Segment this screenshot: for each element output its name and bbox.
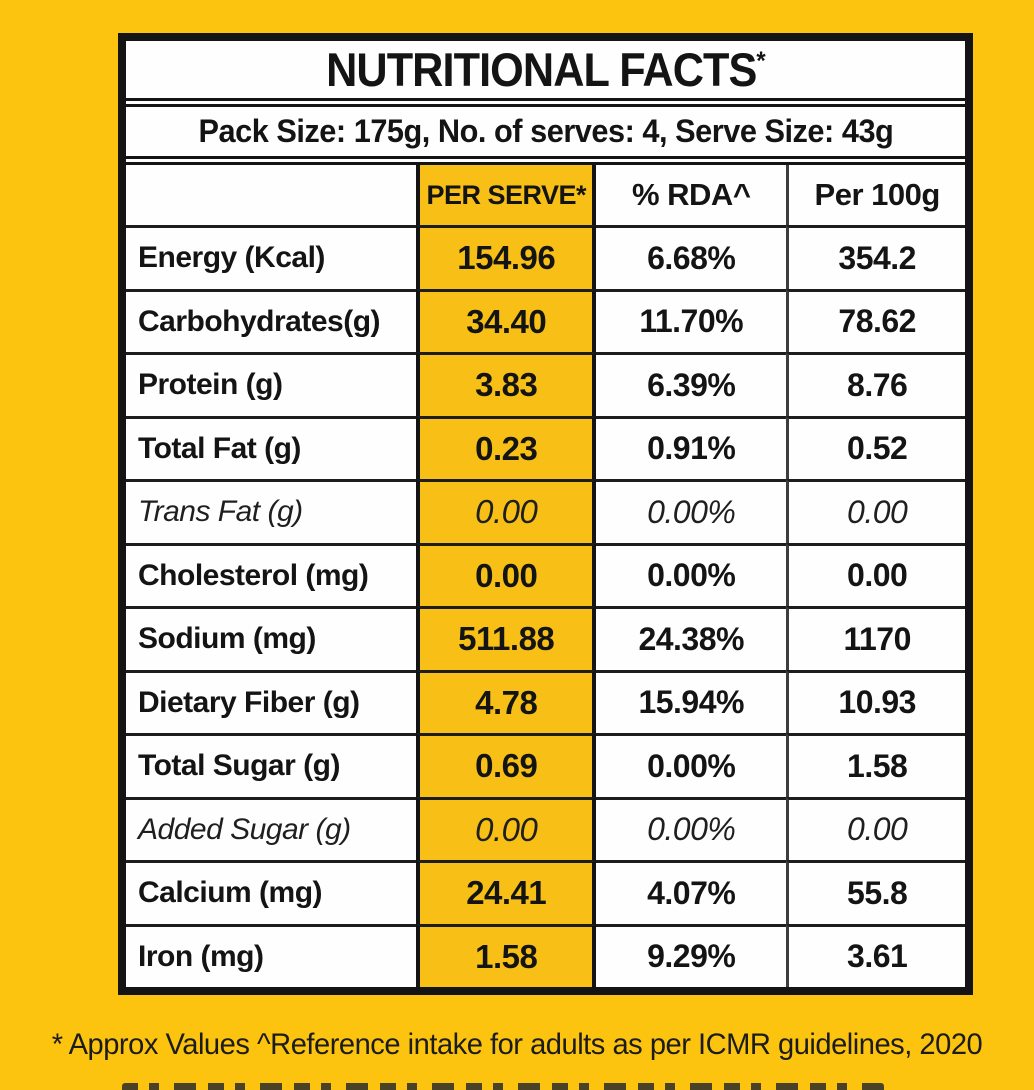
row-label: Dietary Fiber (g) xyxy=(126,669,417,734)
facts-grid: PER SERVE* % RDA^ Per 100g Energy (Kcal)… xyxy=(126,165,965,987)
panel-title-row: NUTRITIONAL FACTS* xyxy=(126,41,965,107)
row-label: Energy (Kcal) xyxy=(126,225,417,289)
per-serve-value: 34.40 xyxy=(416,288,597,352)
rda-value: 0.00% xyxy=(596,733,787,797)
col-header-blank xyxy=(126,165,416,225)
row-label: Total Fat (g) xyxy=(126,415,417,480)
nutrition-panel: NUTRITIONAL FACTS* Pack Size: 175g, No. … xyxy=(118,33,973,995)
row-label: Total Sugar (g) xyxy=(126,733,417,797)
per-100g-value: 0.00 xyxy=(786,479,965,543)
row-label: Carbohydrates(g) xyxy=(126,288,417,353)
per-serve-value: 24.41 xyxy=(416,860,597,924)
rda-value: 0.00% xyxy=(596,479,787,543)
pack-size-row: Pack Size: 175g, No. of serves: 4, Serve… xyxy=(126,107,965,165)
row-label: Iron (mg) xyxy=(126,923,417,988)
per-serve-value: 511.88 xyxy=(416,606,597,670)
per-serve-value: 154.96 xyxy=(416,225,597,289)
row-label: Sodium (mg) xyxy=(126,606,417,670)
pack-size-info: Pack Size: 175g, No. of serves: 4, Serve… xyxy=(198,113,893,149)
per-serve-value: 0.23 xyxy=(416,415,597,479)
per-serve-value: 0.00 xyxy=(416,796,597,860)
rda-value: 0.00% xyxy=(596,542,787,607)
rda-value: 11.70% xyxy=(596,288,787,353)
per-100g-value: 8.76 xyxy=(786,352,965,416)
title-asterisk: * xyxy=(756,45,765,76)
rda-value: 4.07% xyxy=(596,860,787,924)
rda-value: 15.94% xyxy=(596,669,787,734)
per-serve-value: 0.00 xyxy=(416,479,597,543)
rda-value: 0.00% xyxy=(596,796,787,861)
clipped-text-remnant xyxy=(122,1083,884,1090)
per-100g-value: 0.52 xyxy=(786,415,965,479)
per-serve-value: 0.69 xyxy=(416,733,597,797)
row-label: Trans Fat (g) xyxy=(126,479,417,543)
per-serve-value: 3.83 xyxy=(416,352,597,416)
rda-value: 9.29% xyxy=(596,923,787,988)
panel-title: NUTRITIONAL FACTS* xyxy=(326,42,766,97)
per-100g-value: 10.93 xyxy=(786,669,965,733)
row-label: Added Sugar (g) xyxy=(126,796,417,861)
per-100g-value: 0.00 xyxy=(786,796,965,860)
per-100g-value: 1.58 xyxy=(786,733,965,797)
row-label: Cholesterol (mg) xyxy=(126,542,417,607)
col-header-per-100g: Per 100g xyxy=(786,165,965,225)
per-100g-value: 1170 xyxy=(786,606,965,670)
col-header-per-serve: PER SERVE* xyxy=(416,165,597,225)
per-100g-value: 354.2 xyxy=(786,225,965,289)
row-label: Calcium (mg) xyxy=(126,860,417,924)
col-header-rda: % RDA^ xyxy=(631,177,751,212)
panel-title-text: NUTRITIONAL FACTS xyxy=(326,43,757,96)
rda-value: 24.38% xyxy=(596,606,787,670)
rda-value: 0.91% xyxy=(596,415,787,480)
per-serve-value: 4.78 xyxy=(416,669,597,733)
per-100g-value: 0.00 xyxy=(786,542,965,606)
per-100g-value: 3.61 xyxy=(786,923,965,987)
row-label: Protein (g) xyxy=(126,352,417,416)
per-100g-value: 55.8 xyxy=(786,860,965,924)
rda-value: 6.39% xyxy=(596,352,787,416)
per-serve-value: 1.58 xyxy=(416,923,597,987)
rda-value: 6.68% xyxy=(596,225,787,289)
footnote: * Approx Values ^Reference intake for ad… xyxy=(51,1028,983,1061)
per-100g-value: 78.62 xyxy=(786,288,965,352)
per-serve-value: 0.00 xyxy=(416,542,597,606)
